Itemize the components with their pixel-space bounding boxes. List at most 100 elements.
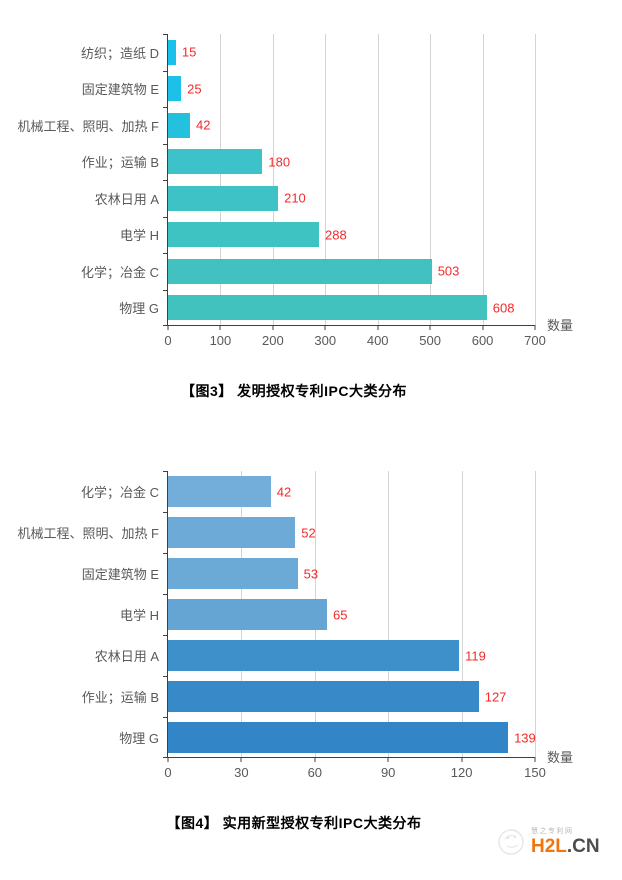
bar: [168, 476, 271, 507]
category-tick: [163, 676, 168, 677]
gridline: [272, 34, 274, 325]
bar: [168, 185, 279, 211]
watermark-bird-icon: [498, 829, 524, 855]
x-axis-tick: [429, 325, 431, 330]
bar-row: 180: [168, 144, 535, 181]
bar-row: 65: [168, 594, 535, 635]
category-axis: 纺织；造纸 D 固定建筑物 E 机械工程、照明、加热 F 作业；运输 B 农林日用 A 电…: [8, 34, 167, 326]
bar: [168, 558, 298, 589]
watermark-logo: 慧之专利网 H2L.CN: [496, 826, 600, 858]
gridline: [220, 34, 222, 325]
gridline: [388, 471, 390, 757]
category-label: 固定建筑物 E: [81, 82, 159, 98]
category-label: 机械工程、照明、加热 F: [17, 118, 159, 134]
bar: [168, 517, 296, 548]
category-tick: [163, 180, 168, 181]
category-axis: 化学；冶金 C 机械工程、照明、加热 F 固定建筑物 E 电学 H 农林日用 A 作业；运…: [8, 471, 167, 758]
chart-block-invention-ipc: 纺织；造纸 D 固定建筑物 E 机械工程、照明、加热 F 作业；运输 B 农林日用 A 电…: [0, 34, 622, 401]
category-tick: [163, 34, 168, 35]
x-tick-label: 0: [164, 333, 172, 348]
category-tick: [163, 107, 168, 108]
x-axis-tick: [324, 325, 326, 330]
bar-row: 139: [168, 717, 536, 758]
x-tick-label: 300: [314, 333, 337, 348]
category-tick: [163, 635, 168, 636]
category-label: 物理 G: [119, 731, 159, 746]
bar-row: 25: [168, 71, 535, 108]
value-label: 608: [492, 300, 515, 316]
chart-title-figure4: 【图4】 实用新型授权专利IPC大类分布: [166, 815, 422, 831]
x-axis-tick: [240, 757, 242, 762]
x-tick-label: 90: [380, 765, 396, 780]
value-label: 119: [465, 648, 486, 663]
gridline: [482, 34, 484, 325]
bar-row: 42: [168, 107, 535, 144]
value-label: 503: [437, 263, 460, 279]
x-tick-label: 700: [524, 333, 546, 348]
value-label: 42: [276, 484, 292, 499]
category-tick: [163, 717, 168, 718]
bar: [168, 599, 328, 630]
category-label: 电学 H: [119, 228, 159, 244]
x-axis-tick: [314, 757, 316, 762]
value-label: 15: [181, 44, 197, 60]
x-axis-tick: [272, 325, 274, 330]
category-label: 固定建筑物 E: [81, 567, 159, 582]
x-tick-label: 120: [450, 765, 473, 780]
x-tick-label: 100: [209, 333, 232, 348]
category-label: 物理 G: [119, 301, 159, 317]
bar-chart-utility-ipc: 化学；冶金 C 机械工程、照明、加热 F 固定建筑物 E 电学 H 农林日用 A 作业；运…: [8, 471, 622, 780]
category-tick: [163, 512, 168, 513]
category-tick: [163, 757, 168, 758]
axis-unit-label: 数量: [547, 750, 574, 765]
category-label: 作业；运输 B: [81, 690, 159, 705]
watermark-text: 慧之专利网 H2L.CN: [531, 828, 600, 856]
x-tick-label: 60: [307, 765, 323, 780]
bar-row: 119: [168, 635, 535, 676]
category-label: 电学 H: [119, 608, 159, 623]
bar: [168, 640, 460, 671]
x-tick-label: 400: [366, 333, 389, 348]
watermark-tagline: 慧之专利网: [531, 828, 574, 835]
x-tick-label: 500: [419, 333, 441, 348]
category-label: 化学；冶金 C: [80, 264, 159, 280]
x-tick-label: 150: [524, 765, 546, 780]
bar: [168, 258, 432, 284]
x-axis-tick: [167, 757, 169, 762]
category-tick: [163, 70, 168, 72]
category-tick: [163, 325, 168, 326]
value-label: 127: [484, 689, 507, 704]
bar: [168, 722, 509, 753]
bar-row: 608: [168, 290, 535, 327]
category-tick: [163, 143, 168, 145]
axis-unit-label: 数量: [547, 318, 574, 333]
bar-row: 210: [168, 180, 535, 217]
x-axis-tick: [534, 757, 536, 762]
category-tick: [163, 553, 168, 554]
gridline: [430, 34, 432, 325]
value-label: 65: [333, 607, 348, 622]
plot-area: 42 52 53 65 119 127 139 0 30 60 90 120 150 数量: [163, 471, 573, 780]
x-axis-tick: [167, 325, 169, 330]
value-label: 180: [268, 154, 291, 170]
x-tick-label: 30: [234, 765, 249, 780]
bar-row: 127: [168, 676, 535, 717]
x-axis-tick: [219, 325, 221, 330]
watermark-brand-main: H2L: [531, 836, 567, 857]
category-label: 农林日用 A: [94, 649, 159, 664]
bar: [168, 39, 176, 65]
bar-row: 503: [168, 253, 535, 290]
x-tick-label: 600: [471, 333, 494, 348]
chart-title-figure3: 【图3】 发明授权专利IPC大类分布: [180, 383, 407, 399]
gridline: [325, 34, 327, 325]
value-label: 25: [187, 81, 202, 97]
category-label: 纺织；造纸 D: [80, 45, 159, 61]
bar: [168, 681, 479, 712]
category-label: 作业；运输 B: [81, 155, 159, 171]
value-label: 210: [284, 190, 306, 206]
value-label: 52: [301, 525, 316, 540]
bar: [168, 149, 263, 175]
category-tick: [163, 594, 168, 595]
bar-chart-invention-ipc: 纺织；造纸 D 固定建筑物 E 机械工程、照明、加热 F 作业；运输 B 农林日用 A 电…: [8, 34, 622, 348]
bar: [168, 222, 319, 248]
